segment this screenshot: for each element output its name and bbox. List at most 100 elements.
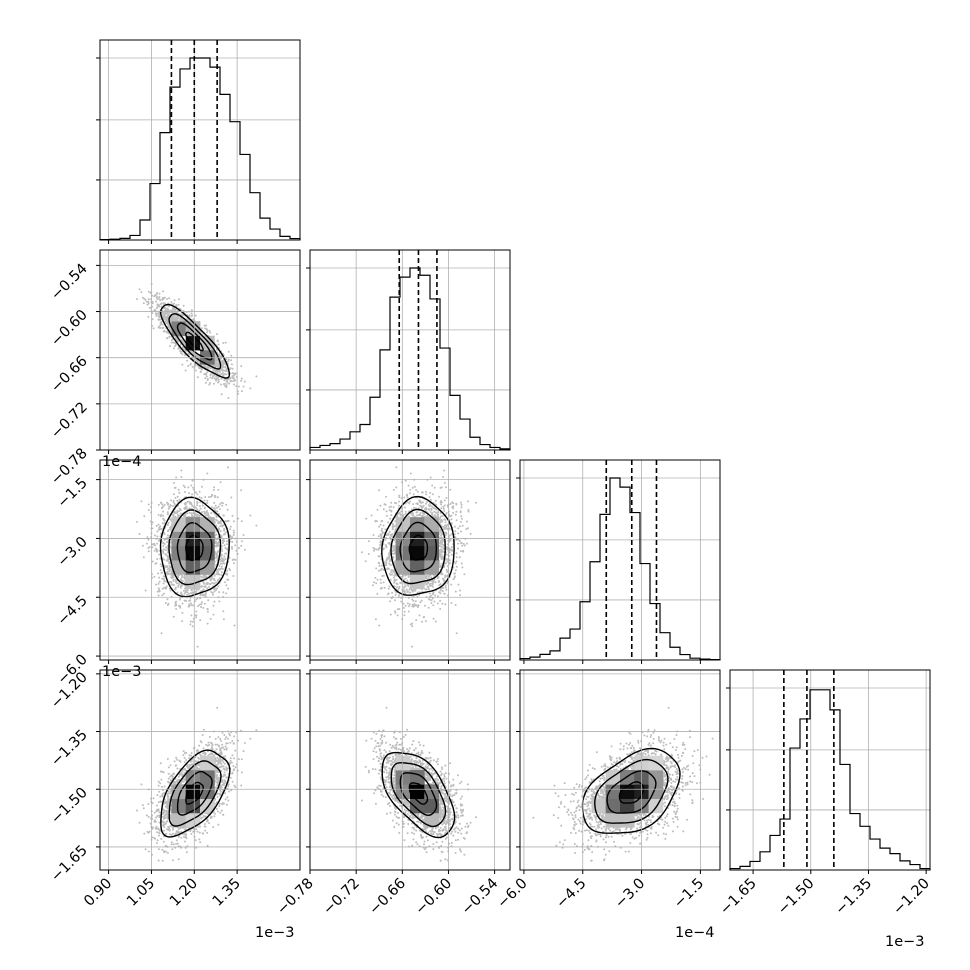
- sample-point: [370, 514, 373, 517]
- sample-point: [161, 587, 164, 590]
- sample-point: [448, 559, 451, 562]
- sample-point: [225, 543, 228, 546]
- sample-point: [231, 375, 234, 378]
- sample-point: [140, 500, 143, 503]
- sample-point: [388, 600, 391, 603]
- sample-point: [403, 496, 406, 499]
- panel-frame: [309, 249, 511, 451]
- sample-point: [431, 512, 434, 515]
- sample-point: [170, 499, 173, 502]
- sample-point: [397, 588, 400, 591]
- sample-point: [201, 504, 204, 507]
- sample-point: [378, 525, 381, 528]
- sample-point: [463, 544, 466, 547]
- sample-point: [389, 613, 392, 616]
- sample-point: [404, 512, 407, 515]
- sample-point: [213, 377, 216, 380]
- sample-point: [170, 574, 173, 577]
- sample-point: [391, 591, 394, 594]
- sample-point: [361, 551, 363, 554]
- sample-point: [391, 528, 394, 531]
- sample-point: [182, 754, 185, 757]
- sample-point: [439, 501, 442, 504]
- sample-point: [221, 731, 224, 734]
- sample-point: [448, 549, 451, 552]
- sample-point: [165, 320, 168, 323]
- sample-point: [402, 575, 405, 578]
- sample-point: [382, 568, 385, 571]
- sample-point: [439, 512, 442, 515]
- sample-point: [167, 305, 170, 308]
- density-cell: [171, 517, 187, 532]
- sample-point: [213, 577, 215, 580]
- sample-point: [441, 520, 444, 523]
- sample-point: [215, 572, 218, 575]
- sample-point: [222, 746, 224, 749]
- sample-point: [157, 304, 160, 306]
- sample-point: [141, 544, 144, 547]
- sample-point: [163, 302, 166, 305]
- sample-point: [413, 603, 416, 606]
- sample-point: [165, 337, 168, 339]
- sample-point: [398, 504, 401, 507]
- sample-point: [367, 553, 370, 555]
- sample-point: [403, 585, 406, 588]
- sample-point: [458, 525, 461, 528]
- sample-point: [196, 376, 199, 379]
- sample-point: [423, 512, 426, 515]
- sample-point: [439, 486, 442, 489]
- sample-point: [230, 536, 233, 539]
- sample-point: [184, 503, 187, 506]
- sample-point: [180, 313, 183, 316]
- sample-point: [427, 588, 430, 591]
- sample-point: [377, 569, 380, 572]
- sample-point: [182, 589, 185, 592]
- sample-point: [212, 507, 215, 510]
- sample-point: [416, 511, 419, 514]
- sample-point: [437, 580, 440, 583]
- sample-point: [217, 527, 220, 530]
- sample-point: [166, 501, 168, 504]
- sample-point: [386, 567, 389, 570]
- sample-point: [255, 524, 258, 527]
- sample-point: [225, 384, 228, 387]
- sample-point: [445, 511, 448, 514]
- sample-point: [416, 514, 418, 517]
- sample-point: [444, 524, 447, 527]
- sample-point: [430, 507, 433, 510]
- sample-point: [437, 511, 440, 514]
- sample-point: [444, 574, 447, 577]
- sample-point: [220, 573, 223, 576]
- sample-point: [169, 562, 171, 565]
- sample-point: [203, 324, 206, 327]
- sample-point: [214, 524, 217, 527]
- sample-point: [157, 582, 160, 585]
- sample-point: [225, 736, 228, 738]
- sample-point: [455, 503, 458, 506]
- sample-point: [151, 527, 154, 530]
- sample-point: [224, 520, 227, 523]
- sample-point: [161, 503, 164, 506]
- sample-point: [378, 489, 381, 492]
- sample-point: [161, 859, 164, 862]
- sample-point: [183, 592, 186, 595]
- sample-point: [172, 579, 175, 582]
- sample-point: [178, 507, 181, 510]
- sample-point: [222, 775, 225, 778]
- histogram-panel-3: [726, 669, 931, 874]
- density-cell: [171, 560, 187, 575]
- sample-point: [159, 525, 162, 528]
- sample-point: [403, 589, 406, 592]
- sample-point: [223, 779, 226, 782]
- sample-point: [196, 513, 199, 516]
- sample-point: [173, 502, 176, 505]
- sample-point: [420, 599, 423, 602]
- sample-point: [227, 519, 230, 522]
- sample-point: [219, 370, 221, 373]
- sample-point: [407, 610, 410, 613]
- sample-point: [208, 585, 210, 588]
- sample-point: [164, 844, 167, 847]
- sample-point: [373, 547, 376, 550]
- sample-point: [195, 616, 198, 619]
- sample-point: [255, 375, 258, 378]
